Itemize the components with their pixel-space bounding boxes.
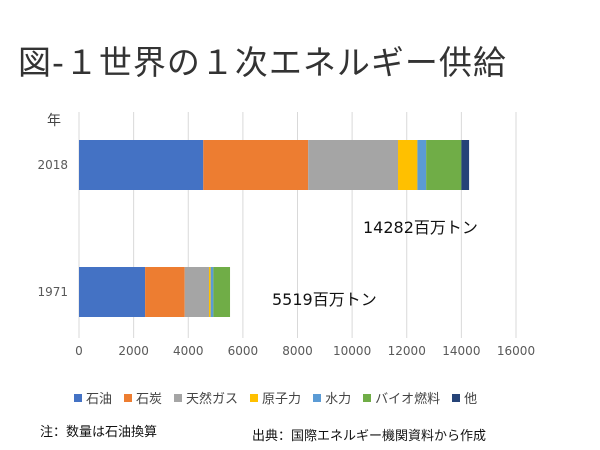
- legend-swatch: [452, 393, 461, 402]
- bar-1971-series-4: [210, 267, 214, 317]
- bar-2018-series-1: [203, 140, 309, 190]
- legend-label: 石油: [86, 392, 113, 407]
- bars: [79, 140, 470, 317]
- legend-swatch: [124, 393, 133, 402]
- bar-1971-series-3: [209, 267, 211, 317]
- bar-2018-series-3: [398, 140, 418, 190]
- bar-1971-series-0: [79, 267, 146, 317]
- chart-title: 図-１世界の１次エネルギー供給: [18, 43, 507, 82]
- bar-2018-series-6: [461, 140, 470, 190]
- x-tick-label: 16000: [497, 344, 535, 358]
- legend: 石油 石炭 天然ガス 原子力 水力 バイオ燃料 他: [74, 388, 489, 407]
- total-label-2018: 14282百万トン: [363, 218, 478, 237]
- x-tick-label: 10000: [333, 344, 371, 358]
- bar-1971-series-2: [184, 267, 210, 317]
- legend-item-2: 天然ガス: [174, 388, 238, 407]
- legend-label: 原子力: [262, 392, 302, 407]
- x-tick-labels: 0 2000 4000 6000 8000 10000 12000 14000 16000: [75, 344, 535, 358]
- legend-swatch: [174, 393, 183, 402]
- bar-1971-series-1: [145, 267, 185, 317]
- legend-swatch: [363, 393, 372, 402]
- total-label-1971: 5519百万トン: [272, 290, 377, 309]
- x-tick-label: 0: [75, 344, 83, 358]
- legend-label: 石炭: [136, 392, 163, 407]
- bar-2018-series-4: [417, 140, 427, 190]
- bar-2018-series-5: [426, 140, 462, 190]
- x-tick-label: 12000: [388, 344, 426, 358]
- legend-item-6: 他: [452, 388, 477, 407]
- category-label-1971: 1971: [37, 285, 68, 299]
- bar-1971-series-5: [213, 267, 231, 317]
- legend-swatch: [250, 393, 259, 402]
- x-tick-label: 4000: [173, 344, 204, 358]
- bar-2018-series-2: [308, 140, 399, 190]
- legend-item-5: バイオ燃料: [363, 388, 440, 407]
- x-tick-label: 2000: [118, 344, 149, 358]
- legend-label: 水力: [325, 392, 352, 407]
- x-tick-label: 14000: [442, 344, 480, 358]
- category-labels: 2018 1971: [37, 158, 68, 299]
- y-axis-label: 年: [47, 113, 61, 129]
- legend-label: 天然ガス: [186, 392, 239, 407]
- legend-item-0: 石油: [74, 388, 112, 407]
- x-tick-label: 8000: [282, 344, 313, 358]
- category-label-2018: 2018: [37, 158, 68, 172]
- legend-item-3: 原子力: [250, 388, 301, 407]
- footnote: 注：数量は石油換算: [40, 425, 158, 440]
- source-note: 出典：国際エネルギー機関資料から作成: [252, 429, 487, 444]
- legend-label: 他: [464, 392, 478, 407]
- legend-item-4: 水力: [313, 388, 351, 407]
- bar-2018-series-0: [79, 140, 204, 190]
- legend-item-1: 石炭: [124, 388, 162, 407]
- legend-swatch: [74, 393, 82, 402]
- legend-label: バイオ燃料: [375, 392, 441, 407]
- x-tick-label: 6000: [228, 344, 259, 358]
- legend-swatch: [313, 393, 322, 402]
